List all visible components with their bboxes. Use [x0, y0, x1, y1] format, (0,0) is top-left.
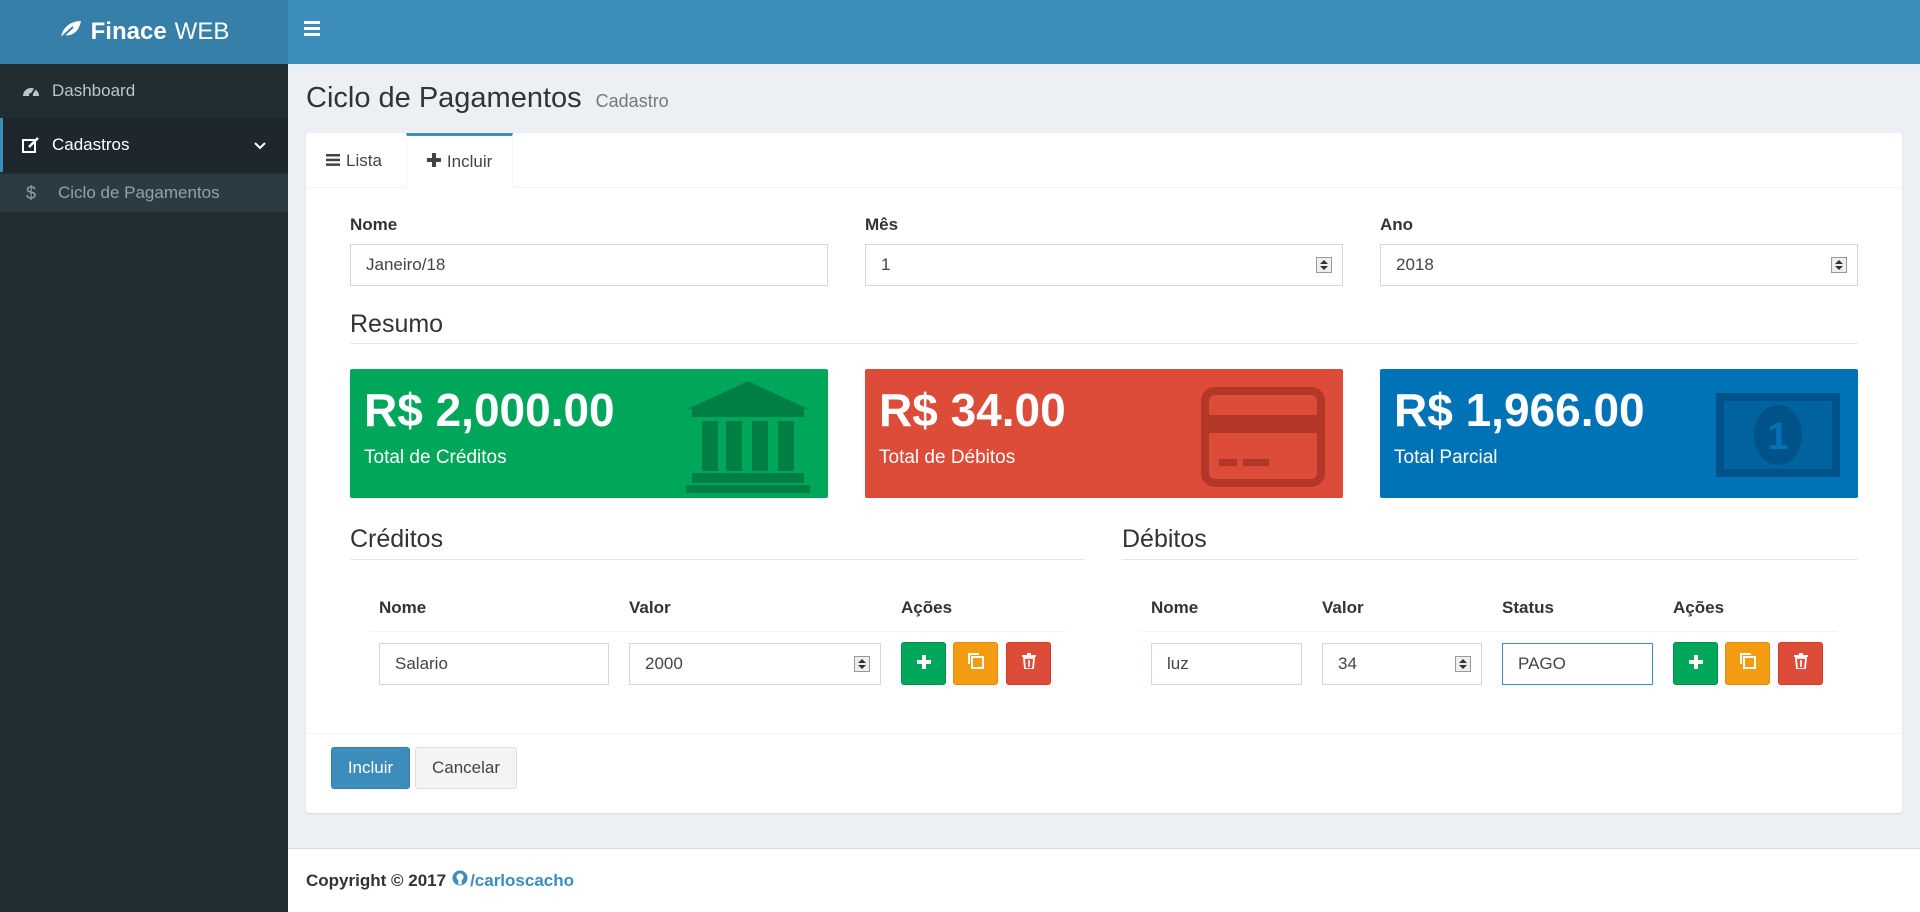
mes-value: 1	[881, 255, 891, 274]
debitos-title: Débitos	[1122, 525, 1207, 553]
plus-icon	[426, 152, 441, 172]
tab-incluir[interactable]: Incluir	[405, 133, 514, 188]
box-footer-divider	[306, 733, 1902, 734]
credito-nome-value: Salario	[395, 654, 448, 673]
sidebar-item-cadastros[interactable]: Cadastros	[0, 118, 288, 172]
dollar-icon: $	[26, 182, 37, 203]
sidebar-item-label: Cadastros	[52, 135, 130, 154]
ano-label: Ano	[1380, 215, 1414, 234]
page-footer: Copyright © 2017 /carloscacho	[288, 848, 1920, 912]
page-subtitle: Cadastro	[595, 91, 669, 111]
nome-label: Nome	[350, 215, 398, 234]
creditos-title: Créditos	[350, 525, 444, 553]
brand-bold: Finace	[90, 18, 167, 45]
divider	[1122, 559, 1858, 560]
credit-card-icon	[1201, 387, 1325, 492]
creditos-header-valor: Valor	[629, 598, 671, 617]
page-title: Ciclo de Pagamentos	[306, 82, 582, 114]
creditos-header-nome: Nome	[379, 598, 427, 617]
debitos-header-valor: Valor	[1322, 598, 1364, 617]
sidebar-item-label: Dashboard	[52, 81, 136, 100]
github-link-label: /carloscacho	[470, 870, 575, 890]
ano-input[interactable]: 2018	[1380, 244, 1858, 286]
table-row-divider	[369, 631, 1065, 632]
leaf-icon	[59, 18, 83, 46]
card-amount: R$ 1,966.00	[1394, 384, 1645, 436]
debitos-header-status: Status	[1502, 598, 1554, 617]
plus-icon	[916, 654, 931, 674]
summary-card-debitos: R$ 34.00 Total de Débitos	[865, 369, 1343, 498]
dashboard-icon	[20, 83, 42, 99]
card-amount: R$ 2,000.00	[364, 384, 615, 436]
credito-valor-value: 2000	[645, 654, 683, 673]
card-amount: R$ 34.00	[879, 384, 1066, 436]
creditos-header-acoes: Ações	[901, 598, 953, 617]
card-caption: Total de Créditos	[364, 447, 507, 468]
mes-input[interactable]: 1	[865, 244, 1343, 286]
spinner-icon[interactable]	[1316, 257, 1332, 273]
tab-label: Lista	[346, 150, 382, 170]
github-link[interactable]: /carloscacho	[452, 870, 574, 891]
debito-add-button[interactable]	[1673, 642, 1718, 685]
clone-icon	[1739, 652, 1757, 675]
debito-valor-value: 34	[1338, 654, 1357, 673]
money-icon: 1	[1716, 393, 1840, 482]
card-caption: Total de Débitos	[879, 447, 1016, 468]
sidebar-item-dashboard[interactable]: Dashboard	[0, 64, 288, 118]
trash-icon	[1793, 653, 1808, 674]
divider	[350, 559, 1084, 560]
credito-clone-button[interactable]	[953, 642, 998, 685]
spinner-icon[interactable]	[1831, 257, 1847, 273]
top-navbar	[288, 0, 1920, 64]
mes-label: Mês	[865, 215, 899, 234]
plus-icon	[1688, 654, 1703, 674]
tab-label: Incluir	[446, 152, 493, 171]
app-logo[interactable]: Finace WEB	[0, 0, 288, 64]
cancelar-button[interactable]: Cancelar	[415, 747, 517, 789]
incluir-button[interactable]: Incluir	[331, 747, 410, 789]
spinner-icon[interactable]	[1455, 656, 1471, 672]
edit-icon	[20, 137, 42, 153]
github-icon	[452, 870, 468, 891]
credito-delete-button[interactable]	[1006, 642, 1051, 685]
debito-delete-button[interactable]	[1778, 642, 1823, 685]
credito-valor-input[interactable]: 2000	[629, 643, 881, 685]
credito-nome-input[interactable]: Salario	[379, 643, 609, 685]
credito-add-button[interactable]	[901, 642, 946, 685]
tab-lista[interactable]: Lista	[306, 133, 402, 188]
sidebar: Finace WEB Dashboard Cadastros $ Ciclo d…	[0, 0, 288, 912]
debitos-header-nome: Nome	[1151, 598, 1199, 617]
chevron-down-icon	[254, 135, 266, 155]
bank-icon	[686, 379, 810, 498]
sidebar-subitem-ciclo-pagamentos[interactable]: $ Ciclo de Pagamentos	[0, 174, 288, 212]
spinner-icon[interactable]	[854, 656, 870, 672]
summary-card-parcial: R$ 1,966.00 Total Parcial 1	[1380, 369, 1858, 498]
debito-status-value: PAGO	[1518, 654, 1566, 673]
clone-icon	[967, 652, 985, 675]
sidebar-subitem-label: Ciclo de Pagamentos	[58, 183, 220, 202]
table-row-divider	[1141, 631, 1837, 632]
nome-value: Janeiro/18	[366, 255, 446, 274]
nome-input[interactable]: Janeiro/18	[350, 244, 828, 286]
brand-light: WEB	[174, 18, 230, 45]
debito-clone-button[interactable]	[1725, 642, 1770, 685]
content-header: Ciclo de Pagamentos Cadastro	[306, 82, 669, 115]
svg-text:1: 1	[1767, 416, 1788, 458]
card-caption: Total Parcial	[1394, 447, 1498, 468]
resumo-title: Resumo	[350, 310, 444, 338]
menu-toggle-icon[interactable]	[304, 18, 330, 44]
debito-status-input[interactable]: PAGO	[1502, 643, 1653, 685]
trash-icon	[1021, 653, 1036, 674]
tab-bar: Lista Incluir	[306, 133, 1902, 188]
debitos-header-acoes: Ações	[1673, 598, 1725, 617]
divider	[350, 343, 1858, 344]
debito-nome-value: luz	[1167, 654, 1189, 673]
debito-nome-input[interactable]: luz	[1151, 643, 1302, 685]
summary-card-creditos: R$ 2,000.00 Total de Créditos	[350, 369, 828, 498]
debito-valor-input[interactable]: 34	[1322, 643, 1482, 685]
list-icon	[326, 151, 340, 171]
copyright-text: Copyright © 2017	[306, 870, 447, 890]
ano-value: 2018	[1396, 255, 1434, 274]
